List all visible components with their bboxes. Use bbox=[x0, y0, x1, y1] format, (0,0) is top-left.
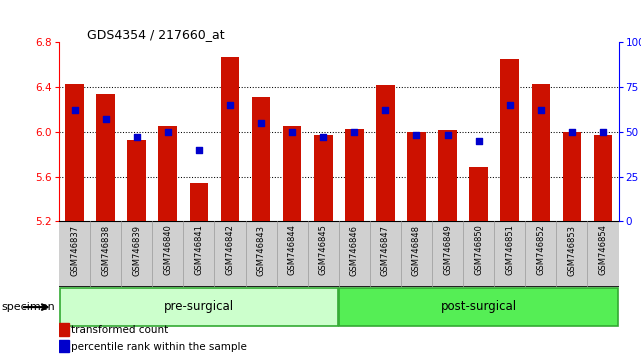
Point bbox=[287, 129, 297, 135]
Bar bbox=[65, 84, 84, 221]
Point bbox=[318, 135, 328, 140]
Text: GSM746851: GSM746851 bbox=[505, 224, 514, 275]
Bar bbox=[376, 85, 395, 221]
Text: GSM746853: GSM746853 bbox=[567, 224, 576, 275]
Bar bbox=[594, 135, 612, 221]
Bar bbox=[283, 126, 301, 221]
Text: GSM746847: GSM746847 bbox=[381, 224, 390, 275]
Text: percentile rank within the sample: percentile rank within the sample bbox=[71, 342, 247, 352]
Point bbox=[256, 120, 266, 126]
Text: GSM746839: GSM746839 bbox=[132, 224, 141, 275]
Bar bbox=[407, 132, 426, 221]
Text: GSM746850: GSM746850 bbox=[474, 224, 483, 275]
Text: GSM746846: GSM746846 bbox=[350, 224, 359, 275]
Point bbox=[474, 138, 484, 144]
Point bbox=[380, 108, 390, 113]
Text: pre-surgical: pre-surgical bbox=[164, 300, 234, 313]
Point bbox=[163, 129, 173, 135]
Text: GSM746854: GSM746854 bbox=[599, 224, 608, 275]
Text: GSM746840: GSM746840 bbox=[163, 224, 172, 275]
Text: GSM746838: GSM746838 bbox=[101, 224, 110, 276]
Bar bbox=[252, 97, 271, 221]
Point bbox=[412, 133, 422, 138]
Point bbox=[442, 133, 453, 138]
Point bbox=[504, 102, 515, 108]
Bar bbox=[158, 126, 177, 221]
Bar bbox=[438, 130, 457, 221]
Bar bbox=[59, 339, 69, 352]
Text: GSM746849: GSM746849 bbox=[443, 224, 452, 275]
Point bbox=[567, 129, 577, 135]
Text: GSM746843: GSM746843 bbox=[256, 224, 265, 275]
Point bbox=[349, 129, 360, 135]
Point bbox=[536, 108, 546, 113]
Bar bbox=[190, 183, 208, 221]
Point bbox=[101, 116, 111, 122]
Bar bbox=[59, 323, 69, 336]
Bar bbox=[563, 132, 581, 221]
Text: GSM746842: GSM746842 bbox=[226, 224, 235, 275]
FancyBboxPatch shape bbox=[60, 289, 338, 326]
Point bbox=[69, 108, 79, 113]
Text: GSM746848: GSM746848 bbox=[412, 224, 421, 275]
Bar bbox=[96, 94, 115, 221]
Point bbox=[194, 147, 204, 153]
Bar bbox=[314, 135, 333, 221]
Text: GSM746841: GSM746841 bbox=[194, 224, 203, 275]
Text: GSM746852: GSM746852 bbox=[537, 224, 545, 275]
Text: post-surgical: post-surgical bbox=[440, 300, 517, 313]
Text: GSM746844: GSM746844 bbox=[288, 224, 297, 275]
Text: GSM746845: GSM746845 bbox=[319, 224, 328, 275]
Text: GDS4354 / 217660_at: GDS4354 / 217660_at bbox=[87, 28, 224, 41]
Bar bbox=[469, 166, 488, 221]
Bar bbox=[501, 59, 519, 221]
Text: specimen: specimen bbox=[1, 302, 55, 312]
Text: GSM746837: GSM746837 bbox=[70, 224, 79, 276]
Point bbox=[598, 129, 608, 135]
Point bbox=[131, 135, 142, 140]
Point bbox=[225, 102, 235, 108]
Bar bbox=[128, 140, 146, 221]
Bar bbox=[531, 84, 550, 221]
Bar bbox=[221, 57, 239, 221]
Text: transformed count: transformed count bbox=[71, 325, 169, 335]
Bar bbox=[345, 129, 363, 221]
FancyBboxPatch shape bbox=[339, 289, 618, 326]
